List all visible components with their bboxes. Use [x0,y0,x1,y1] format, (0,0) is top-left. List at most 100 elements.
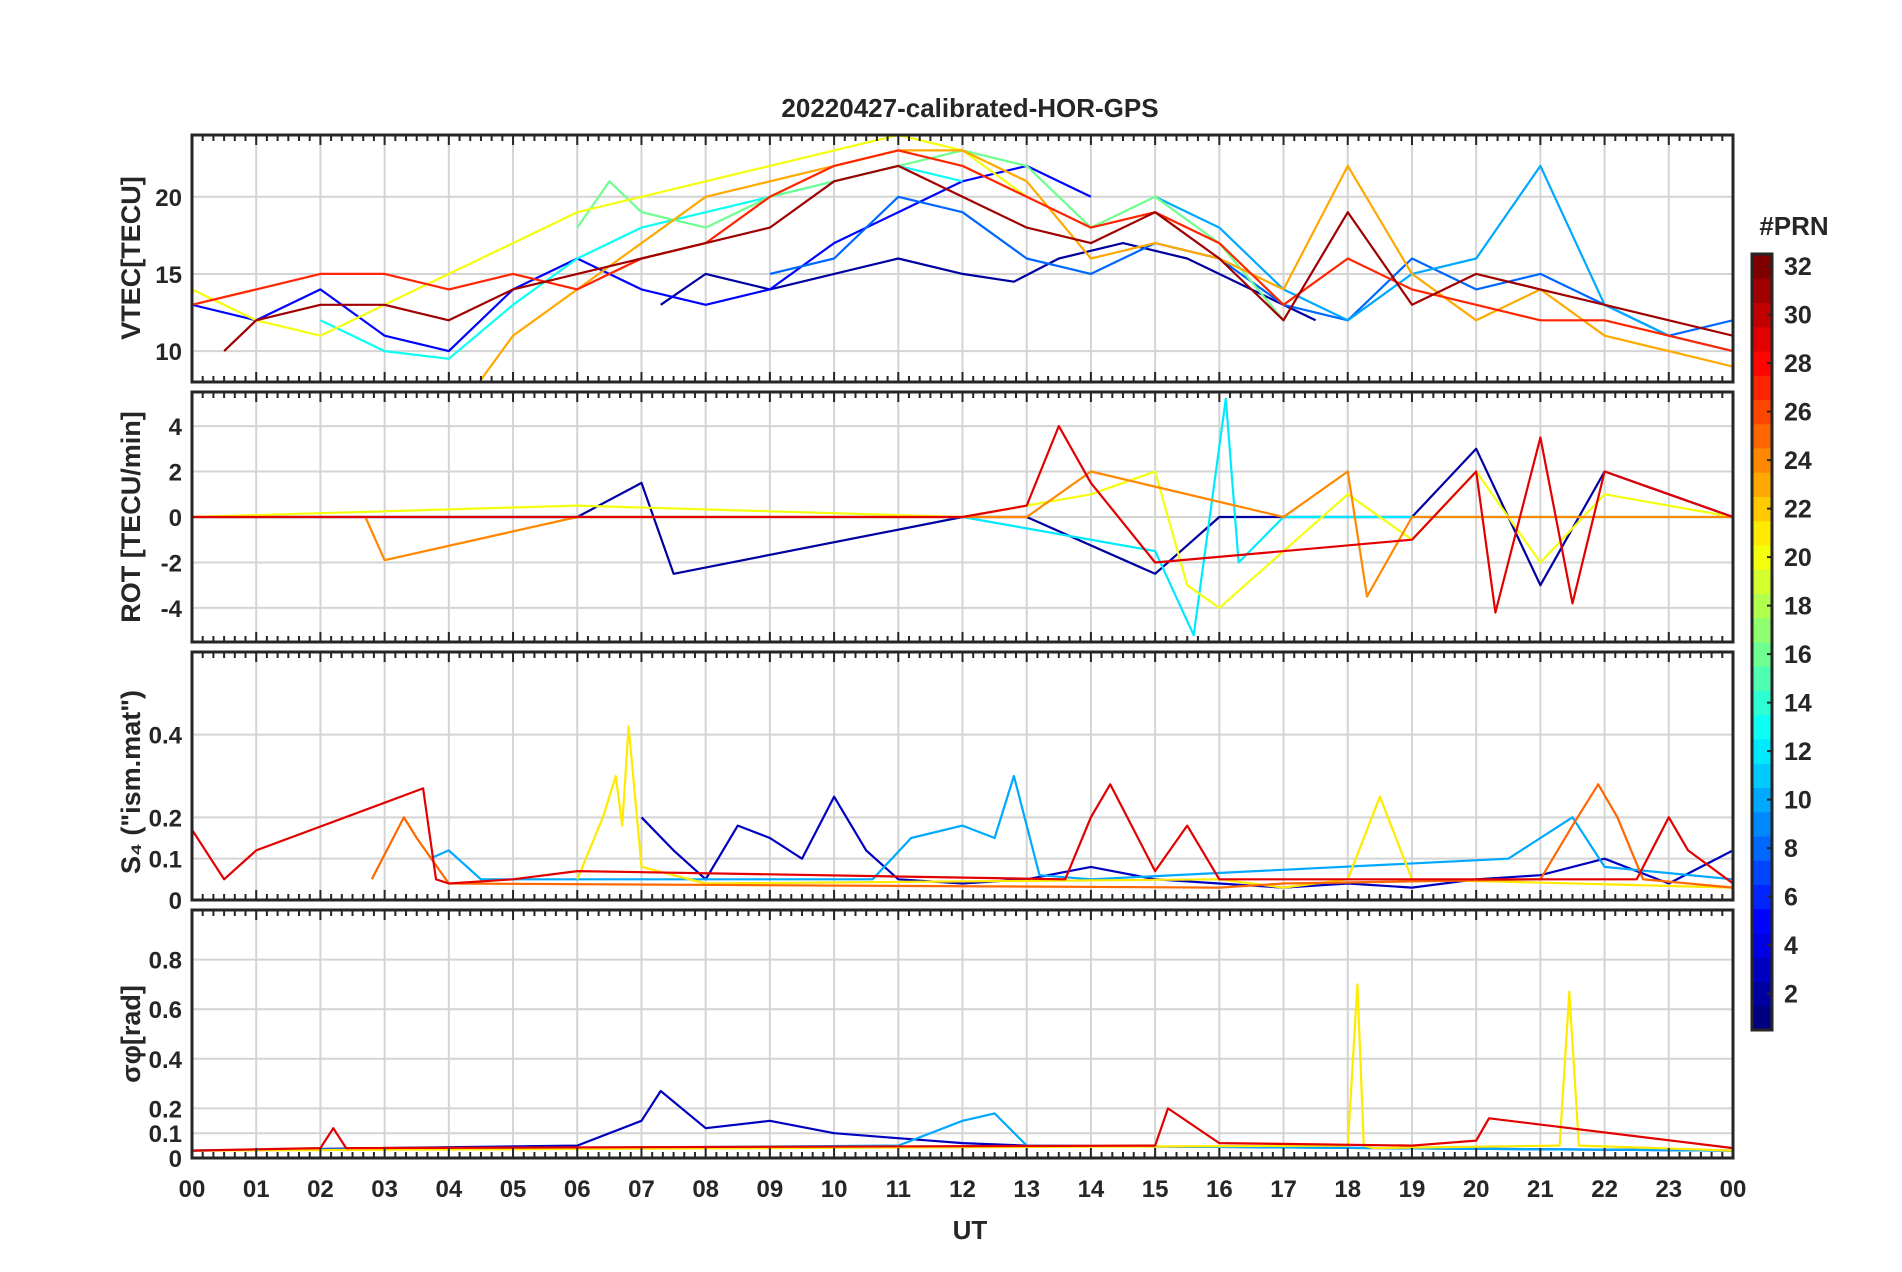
series-line-prn-2 [660,242,1317,322]
colorbar-segment [1752,1005,1772,1031]
colorbar-tick-label: 4 [1784,932,1798,960]
colorbar-tick-label: 30 [1784,302,1812,330]
x-tick-label: 03 [371,1176,398,1203]
colorbar-segment [1752,933,1772,958]
colorbar-tick-label: 2 [1784,981,1798,1009]
series-line-prn-23 [477,149,1733,382]
x-tick-label: 15 [1142,1176,1169,1203]
colorbar-tick-label: 20 [1784,544,1812,572]
colorbar-segment [1752,399,1772,425]
panel-vtec: 10 15 20 VTEC[TECU] [116,133,1735,384]
series-line-prn-21 [192,983,1733,1152]
tick-marks [191,652,1734,900]
x-tick-label: 19 [1399,1176,1426,1203]
x-tick-label: 10 [821,1176,848,1203]
series-line-prn-8 [769,195,1733,337]
y-axis-label: VTEC[TECU] [116,176,146,340]
x-tick-label: 23 [1655,1176,1682,1203]
colorbar-segment [1752,254,1772,279]
colorbar-tick-label: 14 [1784,690,1812,718]
colorbar-segment [1752,666,1772,691]
x-tick-label: 13 [1013,1176,1040,1203]
x-tick-labels: 00 01 02 03 04 05 06 07 08 09 10 11 12 13 14 15 16 17 18 19… [179,1176,1747,1203]
colorbar-segment [1752,423,1772,449]
colorbar-segment [1752,981,1772,1007]
colorbar-tick-label: 12 [1784,738,1812,766]
series-line-prn-21 [576,725,1733,889]
colorbar-segment [1752,472,1772,497]
colorbar-tick-label: 10 [1784,787,1812,815]
colorbar-segment [1752,739,1772,764]
x-tick-label: 18 [1334,1176,1361,1203]
colorbar-frame [1750,252,1774,1032]
colorbar-segment [1752,278,1772,303]
panel-s4: 0 0.1 0.2 0.4S₄ ("ism.mat") [116,650,1735,915]
colorbar-segment [1752,642,1772,667]
x-tick-label: 00 [179,1176,206,1203]
colorbar-segment [1752,375,1772,400]
colorbar-segment [1752,545,1772,570]
x-tick-label: 14 [1078,1176,1105,1203]
y-tick-label: 4 [169,414,183,441]
colorbar-segment [1752,569,1772,594]
tick-marks [191,135,1734,382]
y-tick-label: 0.4 [149,1047,183,1074]
series-line-prn-29 [192,425,1733,614]
y-tick-label: 0.2 [149,1096,182,1123]
y-tick-label: 0 [169,888,182,915]
colorbar-segment [1752,690,1772,716]
colorbar-segment [1752,763,1772,788]
series-line-prn-31 [223,164,1733,352]
y-tick-label: 0 [169,1146,182,1173]
x-tick-label: 04 [435,1176,462,1203]
y-tick-label: 20 [155,185,182,212]
series-line-prn-24 [192,470,1733,598]
colorbar-tick-label: 6 [1784,884,1798,912]
series-lines [192,725,1733,889]
series-line-prn-2 [192,447,1733,587]
y-tick-label: -4 [161,596,183,623]
tick-marks [191,392,1734,642]
x-tick-label: 05 [500,1176,527,1203]
x-tick-label: 06 [564,1176,591,1203]
colorbar-segment [1752,884,1772,910]
y-tick-label: 0.1 [149,1121,182,1148]
colorbar-segment [1752,593,1772,619]
series-line-prn-29 [192,783,1733,885]
y-tick-label: 10 [155,339,182,366]
series-line-prn-16 [576,149,1285,322]
colorbar-tick-label: 26 [1784,399,1812,427]
series-lines [192,397,1733,637]
colorbar-segment [1752,957,1772,982]
tick-marks [191,910,1734,1158]
figure-title: 20220427-calibrated-HOR-GPS [781,93,1158,123]
colorbar-segment [1752,520,1772,546]
colorbar-segment [1752,908,1772,934]
y-axis-label: S₄ ("ism.mat") [116,690,146,874]
colorbar-segment [1752,787,1772,813]
colorbar-segment [1752,448,1772,473]
colorbar-tick-label: 24 [1784,447,1812,475]
colorbar-segment [1752,302,1772,328]
series-line-prn-27 [192,149,1733,353]
y-tick-label: 2 [169,460,182,487]
colorbar-segment [1752,617,1772,643]
colorbar-label: #PRN [1759,211,1828,241]
x-tick-label: 01 [243,1176,270,1203]
x-axis-label: UT [953,1215,988,1245]
y-tick-label: 0.2 [149,805,182,832]
series-line-prn-3 [192,1089,1733,1152]
y-axis-label: σφ[rad] [116,985,146,1083]
x-tick-label: 07 [628,1176,655,1203]
y-tick-label: 0.6 [149,997,182,1024]
colorbar-segment [1752,811,1772,837]
x-tick-label: 08 [692,1176,719,1203]
y-tick-label: 0.8 [149,948,182,975]
x-tick-label: 02 [307,1176,334,1203]
x-tick-label: 20 [1463,1176,1490,1203]
series-lines [192,983,1733,1152]
series-line-prn-25 [370,783,1733,889]
series-line-prn-10 [1154,164,1733,353]
x-tick-label: 16 [1206,1176,1233,1203]
